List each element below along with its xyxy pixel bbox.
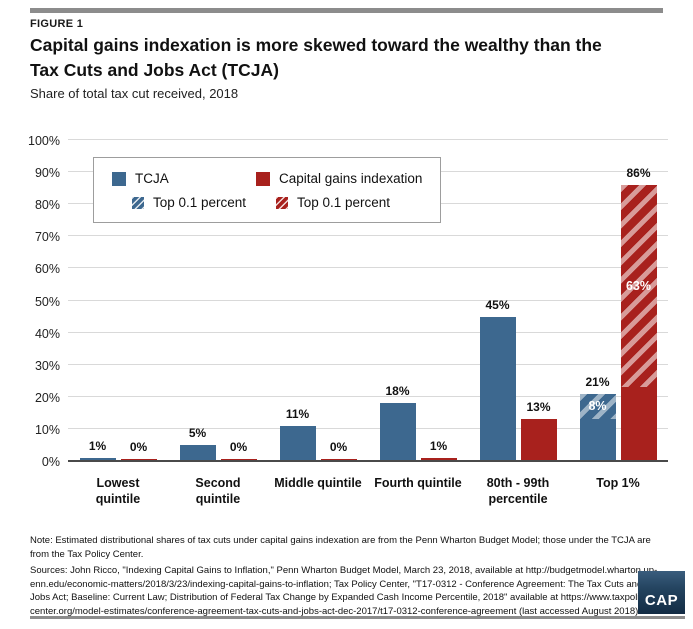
y-tick-label: 20% <box>34 390 60 405</box>
category-label: 80th - 99th percentile <box>486 476 550 506</box>
bar-value-label: 1% <box>88 438 107 453</box>
legend-cgi-top01-label: Top 0.1 percent <box>297 195 391 210</box>
bar-value-label: 21% <box>585 374 610 389</box>
plot-area: TCJA Capital gains indexation Top 0.1 pe… <box>68 139 668 462</box>
chart-legend: TCJA Capital gains indexation Top 0.1 pe… <box>93 157 442 223</box>
gridline <box>68 427 668 429</box>
gridline <box>68 363 668 365</box>
footnotes: Note: Estimated distributional shares of… <box>30 534 657 618</box>
tcja-bar: 21% 8% <box>579 375 616 461</box>
legend-item-cgi-top01: Top 0.1 percent <box>256 195 422 210</box>
legend-cgi-label: Capital gains indexation <box>279 171 423 186</box>
y-tick-label: 100% <box>28 134 60 148</box>
cgi-top01-hatched-segment: 63% <box>620 184 657 388</box>
x-axis-line <box>68 460 668 462</box>
y-tick-label: 10% <box>34 422 60 437</box>
bar-value-label: 5% <box>188 425 207 440</box>
legend-tcja-top01-label: Top 0.1 percent <box>153 195 247 210</box>
top01-value-label: 8% <box>588 399 607 414</box>
gridline <box>68 235 668 237</box>
cap-logo: CAP <box>638 571 685 614</box>
y-tick-label: 60% <box>34 262 60 277</box>
gridline <box>68 395 668 397</box>
tcja-top01-hatched-segment: 8% <box>579 393 616 420</box>
bottom-divider <box>30 616 685 619</box>
cgi-bar: 1% <box>420 439 457 461</box>
y-tick-label: 0% <box>41 455 60 469</box>
bar-value-label: 86% <box>626 165 651 180</box>
tcja-swatch-icon <box>112 171 126 186</box>
cgi-hatched-swatch-icon <box>276 196 288 209</box>
figure-label: FIGURE 1 <box>30 18 84 30</box>
legend-item-cgi: Capital gains indexation <box>256 171 422 186</box>
bar-value-label: 0% <box>329 440 348 454</box>
gridline <box>68 299 668 301</box>
bar-value-label: 45% <box>485 297 510 312</box>
bar-group-top-1pct: 21% 8% 86% 63% <box>568 140 668 461</box>
bar-value-label: 13% <box>526 400 551 415</box>
tcja-hatched-swatch-icon <box>132 196 144 209</box>
category-label: Second quintile <box>195 476 241 506</box>
chart-title-line1: Capital gains indexation is more skewed … <box>30 35 602 55</box>
y-tick-label: 90% <box>34 166 60 181</box>
tcja-bar: 11% <box>279 407 316 461</box>
tcja-bar: 5% <box>179 426 216 461</box>
tcja-bar: 1% <box>79 439 116 461</box>
bar-value-label: 0% <box>129 440 148 454</box>
bar-group-80th-99th: 45% 13% <box>468 140 568 461</box>
sources-text: Sources: John Ricco, "Indexing Capital G… <box>30 565 658 617</box>
y-tick-label: 80% <box>34 198 60 213</box>
y-tick-label: 30% <box>34 358 60 373</box>
cap-logo-text: CAP <box>644 592 679 609</box>
note-text: Note: Estimated distributional shares of… <box>30 535 651 560</box>
legend-tcja-label: TCJA <box>135 171 169 186</box>
bar-value-label: 18% <box>385 384 410 399</box>
y-axis-labels: 0% 10% 20% 30% 40% 50% 60% 70% 80% 90% 100% <box>0 134 60 469</box>
y-tick-label: 50% <box>34 294 60 309</box>
top-divider <box>30 8 663 13</box>
chart-subtitle: Share of total tax cut received, 2018 <box>30 86 239 101</box>
y-tick-label: 70% <box>34 230 60 245</box>
chart-title: Capital gains indexation is more skewed … <box>30 33 602 83</box>
gridline <box>68 267 668 269</box>
gridline <box>68 331 668 333</box>
legend-item-tcja: TCJA <box>112 171 256 186</box>
legend-item-tcja-top01: Top 0.1 percent <box>112 195 256 210</box>
y-tick-label: 40% <box>34 326 60 341</box>
tcja-bar: 45% <box>479 298 516 461</box>
bar-value-label: 1% <box>429 438 448 453</box>
category-label: Fourth quintile <box>374 476 462 490</box>
bar-groups: 1% 0% 5% 0% 11% 0% 18% 1% 45% 13% 21% <box>68 140 668 461</box>
cgi-swatch-icon <box>256 171 270 186</box>
chart-title-line2: Tax Cuts and Jobs Act (TCJA) <box>30 60 279 80</box>
cgi-bar: 13% <box>520 400 557 461</box>
top01-value-label: 63% <box>625 279 652 294</box>
bar-value-label: 11% <box>285 406 310 421</box>
bar-group-fourth-quintile: 18% 1% <box>368 140 468 461</box>
gridline <box>68 139 668 140</box>
category-label: Lowest quintile <box>95 476 141 506</box>
tcja-bar: 18% <box>379 384 416 461</box>
category-label: Top 1% <box>596 476 640 490</box>
cgi-bar: 86% 63% <box>620 166 657 461</box>
x-axis-category-labels: Lowest quintile Second quintile Middle q… <box>68 475 668 507</box>
category-label: Middle quintile <box>274 476 362 490</box>
bar-value-label: 0% <box>229 440 248 454</box>
